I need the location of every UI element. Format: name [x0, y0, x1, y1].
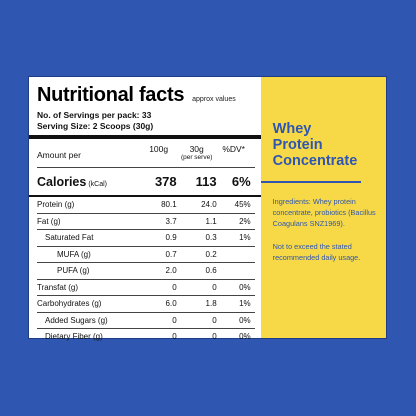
nutrient-dv: 0% — [239, 332, 251, 342]
nutrient-row-transfat: Transfat (g) 0 0 0% — [37, 280, 255, 296]
nutrient-row-added-sugars: Added Sugars (g) 0 0 0% — [37, 313, 255, 329]
approx-values-note: approx values — [192, 96, 236, 103]
divider — [37, 245, 255, 247]
heavy-divider — [29, 195, 261, 197]
nutrient-per-100g: 0 — [172, 332, 177, 342]
servings-per-pack: No. of Servings per pack: 33 — [37, 110, 152, 120]
divider — [37, 229, 255, 230]
divider — [37, 311, 255, 313]
calories-per-serve: 113 — [195, 174, 217, 189]
nutrient-per-100g: 3.7 — [165, 216, 177, 226]
nutrient-label: Added Sugars (g) — [45, 315, 108, 325]
nutrient-per-serve: 0 — [212, 315, 217, 325]
nutrient-per-serve: 0.3 — [205, 233, 217, 243]
nutrient-dv: 1% — [239, 299, 251, 309]
calories-dv: 6% — [231, 174, 251, 189]
product-info-panel: Whey Protein Concentrate Ingredients: Wh… — [260, 77, 386, 338]
nutrition-facts-panel: Nutritional facts approx values No. of S… — [29, 77, 261, 341]
nutrient-per-100g: 0.7 — [165, 249, 177, 259]
nutrient-per-serve: 0 — [212, 332, 217, 342]
nutrient-per-serve: 0 — [212, 282, 217, 292]
nutrient-per-100g: 0.9 — [165, 233, 177, 243]
nutrient-per-serve: 24.0 — [201, 200, 217, 210]
calories-text: Calories — [37, 174, 87, 189]
nutrient-row-dietary-fiber: Dietary Fiber (g) 0 0 0% — [37, 329, 255, 345]
ingredients-text: Ingredients: Whey protein concentrate, p… — [272, 197, 376, 228]
nutrient-row-fat: Fat (g) 3.7 1.1 2% — [37, 214, 255, 230]
nutrient-row-protein: Protein (g) 80.1 24.0 45% — [37, 197, 255, 213]
product-name: Whey Protein Concentrate — [272, 121, 358, 169]
calories-label: Calories (kCal) — [37, 175, 141, 189]
divider — [37, 328, 255, 329]
divider — [37, 278, 255, 280]
product-name-underline — [260, 181, 361, 183]
nutrient-label: Fat (g) — [37, 216, 61, 226]
nutrient-dv: 0% — [239, 315, 251, 325]
dv-header: %DV* — [222, 144, 245, 154]
nutrient-label: PUFA (g) — [57, 266, 90, 276]
nutrient-per-serve: 0.2 — [205, 249, 217, 259]
amount-per-label: Amount per — [37, 150, 81, 160]
per-serve-note: (per serve) — [180, 154, 213, 161]
per-serve-amount: 30g — [189, 144, 204, 154]
nutrient-dv: 1% — [239, 233, 251, 243]
nutrient-per-100g: 6.0 — [165, 299, 177, 309]
calories-unit: (kCal) — [88, 180, 108, 188]
nutrient-row-mufa: MUFA (g) 0.7 0.2 — [37, 247, 255, 263]
nutrient-row-carbohydrates: Carbohydrates (g) 6.0 1.8 1% — [37, 296, 255, 312]
nutrient-per-100g: 0 — [172, 282, 177, 292]
nutrient-row-pufa: PUFA (g) 2.0 0.6 — [37, 263, 255, 279]
calories-per-100g: 378 — [154, 174, 177, 189]
nutrient-per-serve: 1.1 — [205, 216, 217, 226]
nutrient-per-100g: 2.0 — [165, 266, 177, 276]
divider — [37, 262, 255, 263]
nutrient-per-100g: 80.1 — [161, 200, 177, 210]
nutrition-title: Nutritional facts — [37, 84, 185, 106]
nutrient-label: MUFA (g) — [57, 249, 91, 259]
per-100g-header: 100g — [149, 144, 169, 154]
nutrient-row-saturated-fat: Saturated Fat 0.9 0.3 1% — [37, 230, 255, 246]
thick-divider — [29, 135, 261, 139]
nutrient-label: Saturated Fat — [45, 233, 94, 243]
column-header-row: Amount per 100g 30g (per serve) %DV* — [37, 139, 255, 167]
nutrient-label: Protein (g) — [37, 200, 75, 210]
nutrient-label: Transfat (g) — [37, 282, 79, 292]
nutrient-dv: 2% — [239, 216, 251, 226]
nutrition-card: Nutritional facts approx values No. of S… — [28, 76, 387, 341]
serving-size: Serving Size: 2 Scoops (30g) — [37, 121, 154, 131]
usage-note: Not to exceed the stated recommended dai… — [272, 242, 361, 262]
nutrient-per-serve: 0.6 — [205, 266, 217, 276]
nutrient-label: Carbohydrates (g) — [37, 299, 102, 309]
nutrient-dv: 45% — [234, 200, 251, 210]
divider — [37, 212, 255, 214]
nutrient-per-serve: 1.8 — [205, 299, 217, 309]
nutrient-label: Dietary Fiber (g) — [45, 332, 103, 342]
divider — [37, 167, 255, 168]
calories-row: Calories (kCal) 378 113 6% — [37, 168, 255, 195]
title-row: Nutritional facts approx values — [37, 84, 255, 107]
per-serve-header: 30g (per serve) — [177, 144, 217, 161]
nutrient-dv: 0% — [239, 282, 251, 292]
nutrient-per-100g: 0 — [172, 315, 177, 325]
divider — [37, 295, 255, 296]
